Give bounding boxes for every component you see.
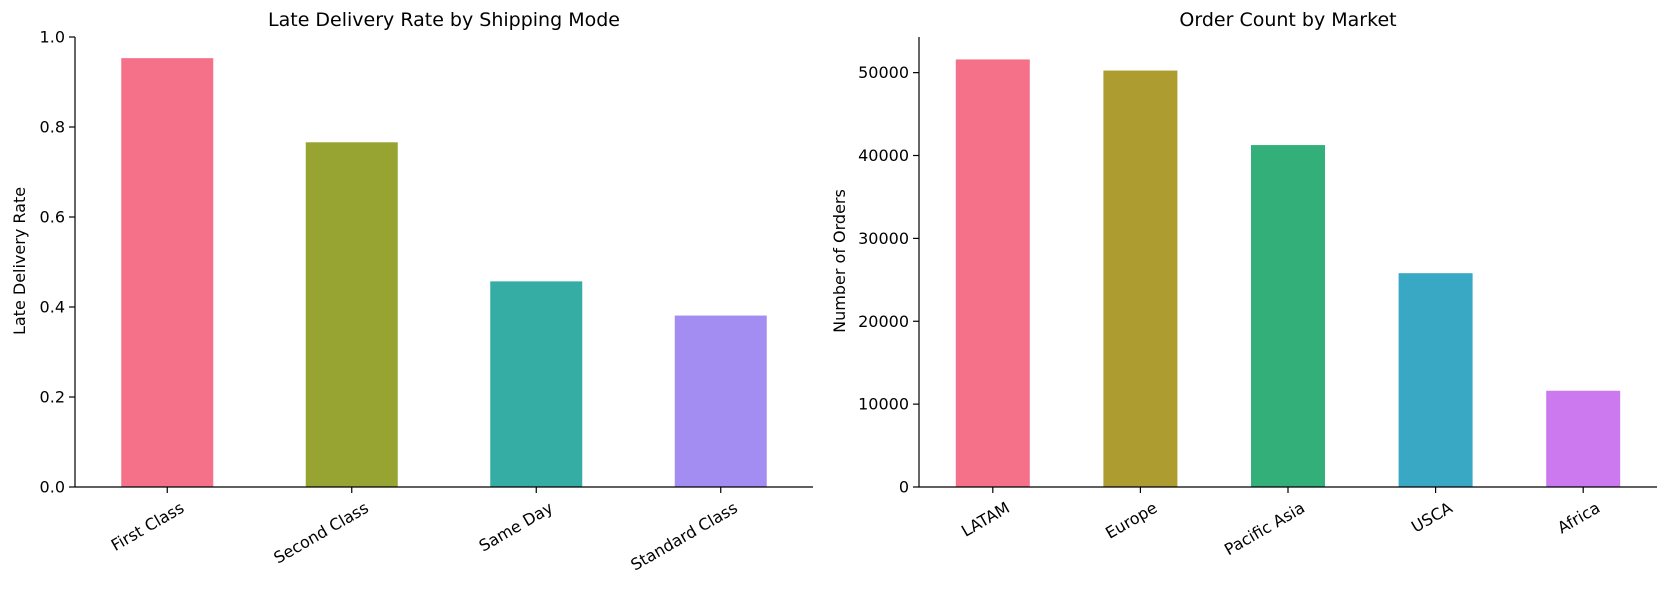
y-tick-label: 30000	[858, 229, 909, 248]
bar-africa	[1546, 390, 1621, 487]
bar-usca	[1398, 273, 1473, 487]
bar-standard-class	[674, 315, 767, 487]
y-tick-label: 10000	[858, 395, 909, 414]
bars	[121, 58, 767, 488]
x-tick-label: Africa	[1554, 498, 1603, 537]
bar-pacific-asia	[1251, 145, 1325, 488]
bar-europe	[1103, 70, 1178, 487]
bar-first-class	[121, 58, 214, 488]
bar-second-class	[305, 142, 398, 488]
bar-latam	[955, 59, 1030, 487]
bar-same-day	[490, 281, 583, 487]
y-ticks: 0 10000 20000 30000 40000 50000	[858, 63, 919, 497]
x-ticks: First Class Second Class Same Day Standard …	[108, 487, 741, 574]
x-tick-label: LATAM	[958, 498, 1013, 541]
y-tick-label: 0.0	[40, 478, 65, 497]
x-ticks: LATAM Europe Pacific Asia USCA Africa	[958, 487, 1603, 559]
x-tick-label: Second Class	[270, 498, 371, 567]
y-tick-label: 40000	[858, 146, 909, 165]
x-tick-label: First Class	[108, 498, 188, 555]
y-tick-label: 0.6	[40, 208, 65, 227]
y-tick-label: 50000	[858, 63, 909, 82]
x-tick-label: Pacific Asia	[1221, 498, 1308, 559]
y-tick-label: 1.0	[40, 28, 65, 47]
y-axis-label: Number of Orders	[830, 189, 849, 333]
y-tick-label: 0.2	[40, 388, 65, 407]
order-count-chart: Order Count by Market Number of Orders 0…	[830, 9, 1657, 559]
y-tick-label: 0	[899, 478, 909, 497]
x-tick-label: Same Day	[476, 498, 557, 555]
y-ticks: 0.0 0.2 0.4 0.6 0.8 1.0	[40, 28, 75, 497]
bars	[955, 59, 1621, 488]
x-tick-label: Europe	[1102, 498, 1160, 543]
y-axis-label: Late Delivery Rate	[10, 187, 29, 335]
y-tick-label: 0.8	[40, 118, 65, 137]
chart-title: Order Count by Market	[1179, 9, 1396, 31]
chart-title: Late Delivery Rate by Shipping Mode	[268, 9, 620, 31]
x-tick-label: Standard Class	[627, 498, 740, 574]
late-delivery-chart: Late Delivery Rate by Shipping Mode Late…	[10, 9, 813, 574]
y-tick-label: 0.4	[40, 298, 65, 317]
y-tick-label: 20000	[858, 312, 909, 331]
x-tick-label: USCA	[1408, 498, 1456, 536]
